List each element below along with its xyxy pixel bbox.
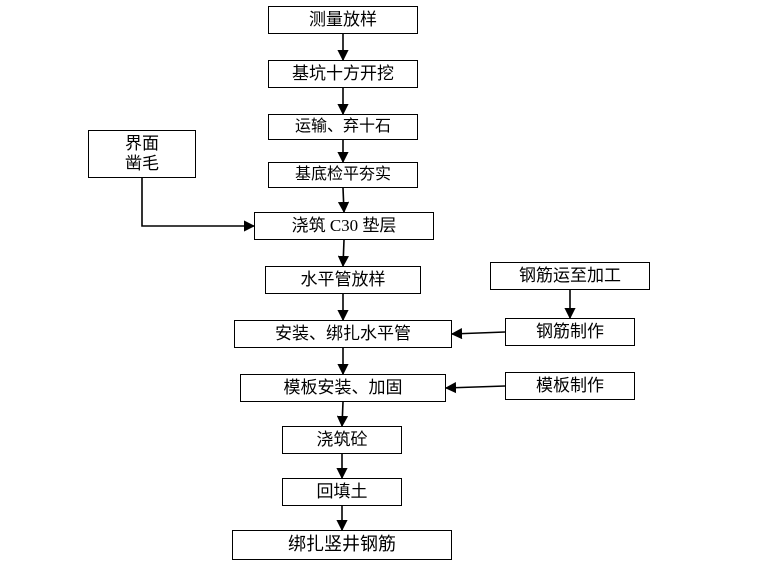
flowchart-node-n10: 回填土	[282, 478, 402, 506]
flowchart-node-n5: 浇筑 C30 垫层	[254, 212, 434, 240]
flowchart-node-r1: 钢筋运至加工	[490, 262, 650, 290]
flowchart-node-s1: 界面 凿毛	[88, 130, 196, 178]
flowchart-node-r2: 钢筋制作	[505, 318, 635, 346]
flowchart-node-n7: 安装、绑扎水平管	[234, 320, 452, 348]
flowchart-node-n6: 水平管放样	[265, 266, 421, 294]
flowchart-node-n3: 运输、弃十石	[268, 114, 418, 140]
flowchart-node-n8: 模板安装、加固	[240, 374, 446, 402]
flowchart-node-n1: 测量放样	[268, 6, 418, 34]
flowchart-node-n9: 浇筑砼	[282, 426, 402, 454]
flowchart-node-n2: 基坑十方开挖	[268, 60, 418, 88]
flowchart-node-r3: 模板制作	[505, 372, 635, 400]
flowchart-node-n11: 绑扎竖井钢筋	[232, 530, 452, 560]
flowchart-node-n4: 基底检平夯实	[268, 162, 418, 188]
